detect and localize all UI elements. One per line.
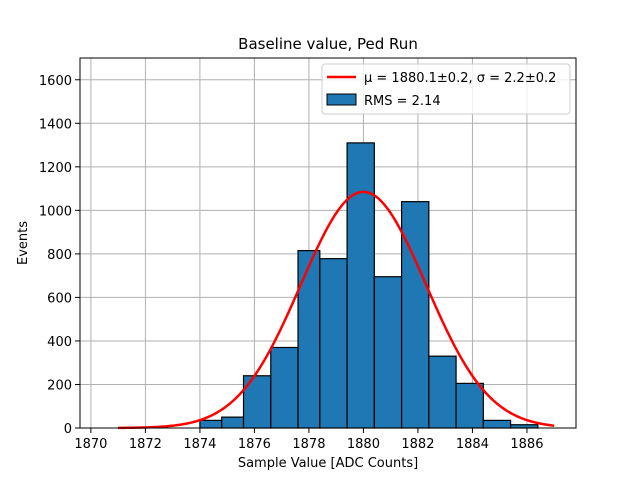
y-tick-label: 600 — [47, 291, 72, 306]
histogram-bar — [221, 416, 245, 429]
histogram-bar — [373, 276, 403, 429]
y-tick-label: 1000 — [39, 204, 72, 219]
histogram-bar — [455, 382, 484, 429]
y-axis-ticks: 0 200 400 600 800 1000 1200 1400 1600 — [39, 74, 80, 437]
x-tick-label: 1874 — [183, 437, 216, 452]
y-tick-label: 400 — [47, 335, 72, 350]
y-tick-label: 0 — [64, 422, 72, 437]
x-tick-label: 1884 — [456, 437, 489, 452]
y-tick-label: 1200 — [39, 161, 72, 176]
y-tick-label: 800 — [47, 248, 72, 263]
x-tick-label: 1886 — [510, 437, 543, 452]
histogram-bar — [482, 419, 512, 429]
x-tick-label: 1870 — [74, 437, 107, 452]
legend-histogram-label: RMS = 2.14 — [364, 94, 441, 109]
x-tick-label: 1882 — [401, 437, 434, 452]
plot-frame — [79, 57, 577, 429]
y-tick-label: 200 — [47, 378, 72, 393]
x-tick-label: 1876 — [238, 437, 271, 452]
histogram-bar — [297, 250, 321, 429]
gaussian-fit-curve — [118, 190, 555, 430]
histogram-bar — [319, 258, 348, 429]
histogram-bars — [199, 142, 539, 429]
x-tick-label: 1880 — [347, 437, 380, 452]
histogram-bar — [346, 142, 375, 429]
histogram-bar — [400, 201, 430, 429]
y-tick-label: 1600 — [39, 74, 72, 89]
legend: μ = 1880.1±0.2, σ = 2.2±0.2 RMS = 2.14 — [321, 63, 571, 115]
legend-fit-label: μ = 1880.1±0.2, σ = 2.2±0.2 — [364, 71, 556, 86]
chart-title: Baseline value, Ped Run — [238, 35, 418, 53]
histogram-bar — [428, 355, 457, 429]
x-tick-label: 1872 — [129, 437, 162, 452]
x-tick-label: 1878 — [292, 437, 325, 452]
legend-histogram-swatch — [326, 93, 357, 106]
y-tick-label: 1400 — [39, 117, 72, 132]
histogram-bar — [270, 346, 299, 429]
histogram-bar — [199, 419, 223, 429]
x-axis-label: Sample Value [ADC Counts] — [238, 456, 418, 471]
y-axis-label: Events — [16, 221, 31, 265]
x-axis-ticks: 1870 1872 1874 1876 1878 1880 1882 1884 1886 — [74, 428, 543, 452]
legend-box — [321, 63, 571, 115]
